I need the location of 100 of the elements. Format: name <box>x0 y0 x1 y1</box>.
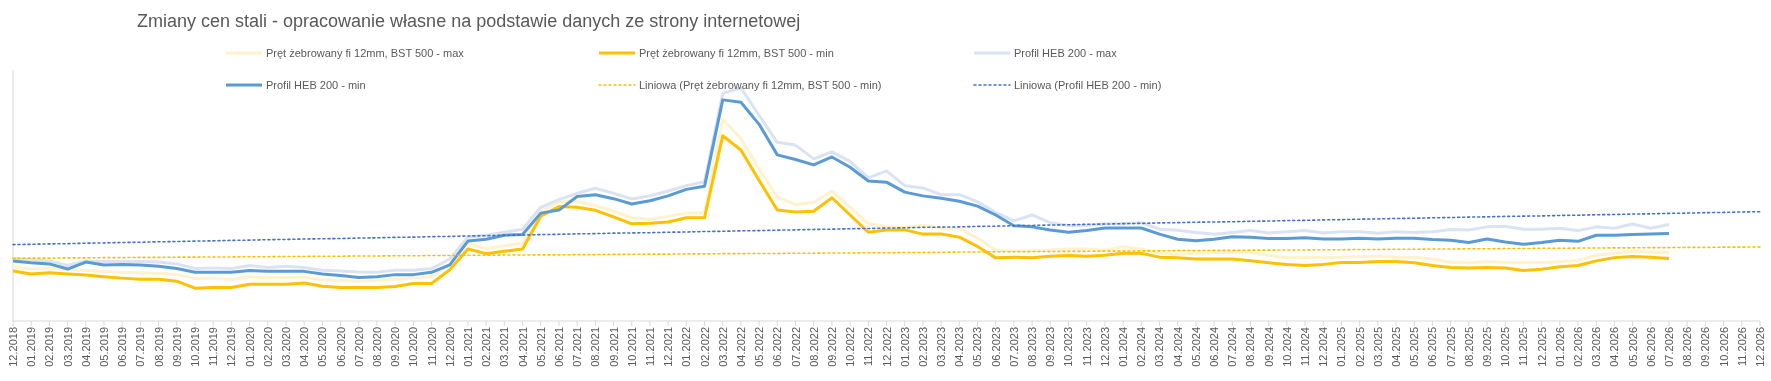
x-tick-label: 08.2025 <box>1462 327 1475 367</box>
x-tick-label: 11.2023 <box>1080 327 1093 366</box>
x-tick-label: 11.2020 <box>425 327 438 366</box>
legend-label: Liniowa (Profil HEB 200 - min) <box>1014 78 1162 91</box>
x-tick-label: 09.2019 <box>170 327 183 367</box>
x-tick-label: 11.2019 <box>207 327 220 366</box>
x-tick-label: 04.2019 <box>79 327 92 367</box>
x-tick-label: 03.2023 <box>935 327 948 367</box>
x-tick-label: 11.2024 <box>1299 327 1312 366</box>
x-tick-label: 05.2025 <box>1408 327 1421 367</box>
x-tick-label: 06.2019 <box>116 327 129 367</box>
x-tick-label: 05.2024 <box>1189 327 1202 367</box>
x-tick-label: 08.2020 <box>370 327 383 367</box>
x-tick-label: 12.2022 <box>880 327 893 367</box>
x-tick-label: 09.2020 <box>389 327 402 367</box>
x-tick-label: 02.2019 <box>43 327 56 367</box>
x-tick-label: 06.2024 <box>1208 327 1221 367</box>
x-tick-label: 04.2021 <box>516 327 529 367</box>
x-tick-label: 12.2018 <box>7 327 19 367</box>
x-tick-label: 03.2020 <box>279 327 292 367</box>
x-tick-label: 10.2019 <box>188 327 201 367</box>
x-tick-label: 01.2019 <box>25 327 38 367</box>
x-tick-label: 06.2026 <box>1644 327 1657 367</box>
x-tick-label: 10.2024 <box>1280 327 1293 367</box>
x-tick-label: 11.2022 <box>862 327 875 366</box>
x-tick-label: 02.2021 <box>480 327 493 367</box>
legend-label: Profil HEB 200 - max <box>1014 46 1118 59</box>
x-tick-label: 05.2021 <box>534 327 547 367</box>
x-tick-label: 02.2020 <box>261 327 274 367</box>
x-tick-label: 02.2023 <box>916 327 929 367</box>
x-tick-label: 11.2025 <box>1517 327 1530 366</box>
x-tick-label: 09.2021 <box>607 327 620 367</box>
x-tick-label: 07.2025 <box>1444 327 1457 367</box>
x-tick-label: 06.2021 <box>552 327 565 367</box>
x-tick-label: 04.2022 <box>734 327 747 367</box>
x-tick-label: 04.2024 <box>1171 327 1184 367</box>
x-tick-label: 09.2026 <box>1699 327 1712 367</box>
x-tick-label: 05.2019 <box>97 327 110 367</box>
x-tick-label: 08.2023 <box>1026 327 1039 367</box>
x-tick-label: 08.2024 <box>1244 327 1257 367</box>
legend-label: Pręt żebrowany fi 12mm, BST 500 - max <box>266 46 465 59</box>
x-tick-label: 02.2026 <box>1572 327 1585 367</box>
x-tick-label: 05.2026 <box>1626 327 1639 367</box>
x-tick-label: 05.2023 <box>971 327 984 367</box>
x-tick-label: 07.2021 <box>571 327 584 367</box>
x-tick-label: 05.2022 <box>753 327 766 367</box>
x-tick-label: 05.2020 <box>316 327 329 367</box>
legend-label: Liniowa (Pręt żebrowany fi 12mm, BST 500 - min) <box>639 78 882 91</box>
x-tick-label: 08.2021 <box>589 327 602 367</box>
x-tick-label: 12.2023 <box>1098 327 1111 367</box>
x-tick-label: 08.2026 <box>1681 327 1694 367</box>
x-tick-label: 06.2023 <box>989 327 1002 367</box>
x-tick-label: 06.2022 <box>771 327 784 367</box>
x-tick-label: 08.2022 <box>807 327 820 367</box>
chart-title: Zmiany cen stali - opracowanie własne na podstawie danych ze strony internetowej <box>137 11 801 31</box>
x-tick-label: 12.2024 <box>1317 327 1330 367</box>
x-tick-label: 09.2022 <box>825 327 838 367</box>
x-tick-label: 06.2025 <box>1426 327 1439 367</box>
x-tick-label: 12.2025 <box>1535 327 1548 367</box>
x-tick-label: 03.2026 <box>1590 327 1603 367</box>
x-tick-label: 07.2026 <box>1663 327 1676 367</box>
x-tick-label: 01.2021 <box>461 327 474 367</box>
x-tick-label: 01.2022 <box>680 327 693 367</box>
x-tick-label: 02.2024 <box>1135 327 1148 367</box>
x-tick-label: 07.2023 <box>1007 327 1020 367</box>
x-tick-label: 01.2025 <box>1335 327 1348 367</box>
x-tick-label: 12.2019 <box>225 327 238 367</box>
x-tick-label: 10.2023 <box>1062 327 1075 367</box>
x-tick-label: 12.2020 <box>443 327 456 367</box>
x-tick-label: 01.2024 <box>1117 327 1130 367</box>
x-tick-label: 10.2020 <box>407 327 420 367</box>
x-tick-label: 04.2020 <box>298 327 311 367</box>
x-tick-label: 10.2021 <box>625 327 638 367</box>
x-tick-label: 09.2024 <box>1262 327 1275 367</box>
x-tick-label: 09.2023 <box>1044 327 1057 367</box>
x-tick-label: 12.2026 <box>1754 327 1766 367</box>
legend-label: Profil HEB 200 - min <box>266 78 366 91</box>
x-tick-label: 03.2025 <box>1371 327 1384 367</box>
x-tick-label: 07.2020 <box>352 327 365 367</box>
x-tick-label: 03.2024 <box>1153 327 1166 367</box>
legend-label: Pręt żebrowany fi 12mm, BST 500 - min <box>639 46 834 59</box>
x-tick-label: 01.2026 <box>1553 327 1566 367</box>
x-tick-label: 10.2022 <box>844 327 857 367</box>
x-tick-label: 04.2025 <box>1390 327 1403 367</box>
x-tick-label: 03.2021 <box>498 327 511 367</box>
x-tick-label: 03.2022 <box>716 327 729 367</box>
x-tick-label: 09.2025 <box>1481 327 1494 367</box>
x-tick-label: 11.2021 <box>643 327 656 366</box>
x-tick-label: 06.2020 <box>334 327 347 367</box>
x-tick-label: 03.2019 <box>61 327 74 367</box>
x-tick-label: 11.2026 <box>1735 327 1748 366</box>
x-tick-label: 07.2019 <box>134 327 147 367</box>
x-tick-label: 04.2023 <box>953 327 966 367</box>
x-tick-label: 12.2021 <box>662 327 675 367</box>
x-tick-label: 10.2025 <box>1499 327 1512 367</box>
x-tick-label: 02.2022 <box>698 327 711 367</box>
x-tick-label: 07.2022 <box>789 327 802 367</box>
x-tick-label: 08.2019 <box>152 327 165 367</box>
x-tick-label: 02.2025 <box>1353 327 1366 367</box>
x-tick-label: 10.2026 <box>1717 327 1730 367</box>
